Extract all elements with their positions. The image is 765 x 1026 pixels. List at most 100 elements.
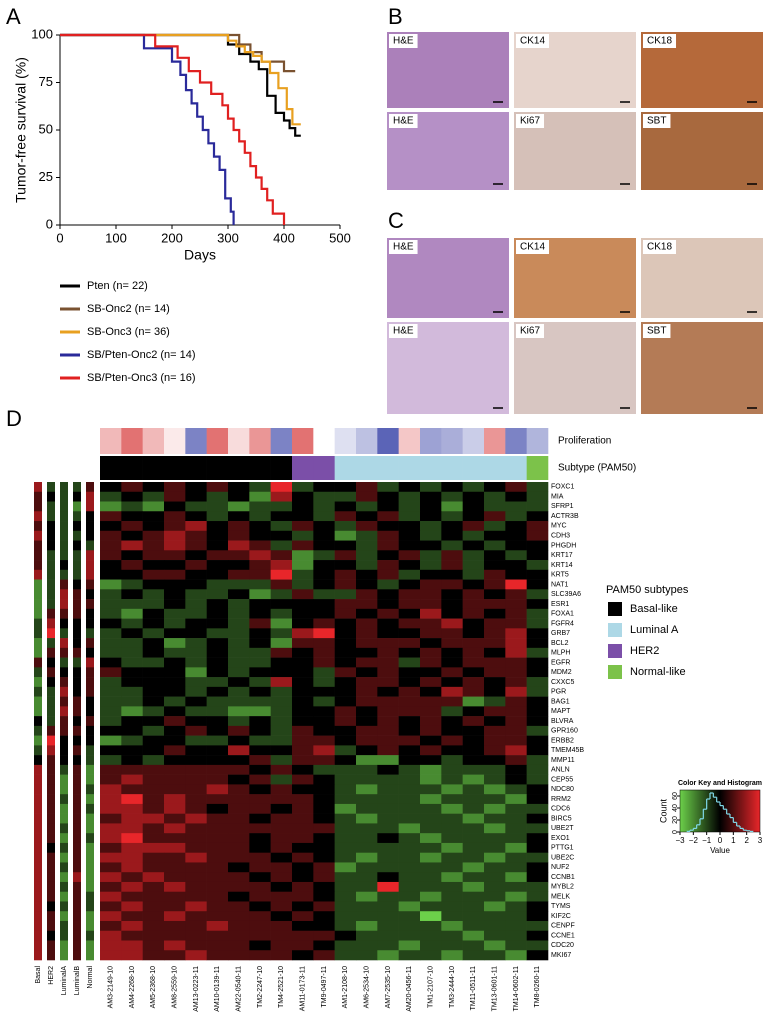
heatmap-cell bbox=[206, 823, 229, 834]
gene-label: CENPF bbox=[551, 923, 575, 930]
centroid-cell bbox=[47, 696, 55, 707]
centroid-label: Basal bbox=[35, 966, 42, 984]
gene-label: GPR160 bbox=[551, 728, 578, 735]
centroid-cell bbox=[86, 725, 94, 736]
centroid-cell bbox=[86, 706, 94, 717]
heatmap-cell bbox=[484, 911, 506, 922]
heatmap-cell bbox=[270, 803, 293, 814]
heatmap-cell bbox=[398, 803, 421, 814]
heatmap-cell bbox=[441, 930, 463, 941]
centroid-cell bbox=[47, 482, 55, 493]
centroid-cell bbox=[34, 774, 42, 785]
heatmap-cell bbox=[334, 803, 357, 814]
subtype-cell bbox=[270, 456, 293, 480]
centroid-cell bbox=[60, 833, 68, 844]
heatmap-cell bbox=[292, 589, 314, 600]
heatmap-cell bbox=[356, 813, 378, 824]
heatmap-cell bbox=[185, 647, 207, 658]
heatmap-cell bbox=[185, 950, 207, 961]
heatmap-cell bbox=[526, 755, 549, 766]
heatmap-cell bbox=[206, 891, 229, 902]
heatmap-cell bbox=[398, 628, 421, 639]
heatmap-cell bbox=[420, 550, 442, 561]
heatmap-cell bbox=[228, 823, 250, 834]
heatmap-cell bbox=[526, 530, 549, 541]
heatmap-cell bbox=[206, 686, 229, 697]
heatmap-cell bbox=[334, 842, 357, 853]
heatmap-cell bbox=[142, 911, 165, 922]
heatmap-cell bbox=[206, 511, 229, 522]
heatmap-cell bbox=[164, 901, 186, 912]
heatmap-cell bbox=[142, 950, 165, 961]
heatmap-cell bbox=[270, 608, 293, 619]
heatmap-cell bbox=[505, 716, 527, 727]
heatmap-cell bbox=[249, 560, 271, 571]
x-tick-label: −2 bbox=[689, 836, 699, 845]
heatmap-cell bbox=[505, 940, 527, 951]
heatmap-cell bbox=[270, 745, 293, 756]
heatmap-cell bbox=[334, 530, 357, 541]
y-tick-label: 60 bbox=[672, 792, 679, 800]
heatmap-cell bbox=[526, 560, 549, 571]
heatmap-cell bbox=[462, 540, 485, 551]
heatmap-cell bbox=[377, 735, 399, 746]
centroid-cell bbox=[73, 774, 81, 785]
heatmap-cell bbox=[142, 638, 165, 649]
heatmap-cell bbox=[377, 911, 399, 922]
heatmap-cell bbox=[270, 501, 293, 512]
heatmap-cell bbox=[142, 608, 165, 619]
heatmap-cell bbox=[398, 784, 421, 795]
heatmap-cell bbox=[249, 872, 271, 883]
gene-label: MYC bbox=[551, 523, 567, 530]
x-tick-label: 2 bbox=[744, 836, 749, 845]
gene-label: GRB7 bbox=[551, 630, 570, 637]
heatmap-cell bbox=[121, 911, 143, 922]
centroid-cell bbox=[86, 940, 94, 951]
legend-label: SB/Pten-Onc2 (n= 14) bbox=[87, 349, 196, 361]
heatmap-cell bbox=[462, 930, 485, 941]
centroid-cell bbox=[73, 482, 81, 493]
heatmap-cell bbox=[526, 852, 549, 863]
heatmap-cell bbox=[121, 940, 143, 951]
heatmap-cell bbox=[420, 501, 442, 512]
heatmap-cell bbox=[505, 706, 527, 717]
heatmap-cell bbox=[420, 852, 442, 863]
heatmap-cell bbox=[484, 725, 506, 736]
heatmap-cell bbox=[270, 530, 293, 541]
heatmap-cell bbox=[206, 491, 229, 502]
heatmap-cell bbox=[313, 911, 335, 922]
heatmap-cell bbox=[270, 696, 293, 707]
centroid-cell bbox=[86, 862, 94, 873]
heatmap-cell bbox=[377, 755, 399, 766]
proliferation-cell bbox=[185, 428, 207, 454]
heatmap-cell bbox=[377, 833, 399, 844]
heatmap-cell bbox=[228, 813, 250, 824]
heatmap-cell bbox=[334, 755, 357, 766]
centroid-label: LuminalA bbox=[61, 966, 68, 996]
heatmap-cell bbox=[249, 677, 271, 688]
x-tick-label: 300 bbox=[217, 230, 239, 245]
heatmap-cell bbox=[377, 794, 399, 805]
heatmap-cell bbox=[334, 667, 357, 678]
proliferation-cell bbox=[526, 428, 549, 454]
heatmap-cell bbox=[441, 657, 463, 668]
heatmap-cell bbox=[356, 872, 378, 883]
heatmap-cell bbox=[505, 696, 527, 707]
heatmap-cell bbox=[292, 569, 314, 580]
survival-line bbox=[60, 33, 286, 225]
heatmap-cell bbox=[121, 813, 143, 824]
heatmap-cell bbox=[292, 716, 314, 727]
centroid-cell bbox=[34, 530, 42, 541]
heatmap-cell bbox=[377, 764, 399, 775]
heatmap-cell bbox=[356, 911, 378, 922]
heatmap-cell bbox=[313, 560, 335, 571]
heatmap-cell bbox=[377, 774, 399, 785]
centroid-cell bbox=[34, 550, 42, 561]
heatmap-cell bbox=[334, 940, 357, 951]
legend-swatch bbox=[608, 665, 622, 679]
heatmap-cell bbox=[270, 833, 293, 844]
heatmap-cell bbox=[100, 667, 122, 678]
centroid-cell bbox=[86, 696, 94, 707]
centroid-cell bbox=[47, 774, 55, 785]
centroid-cell bbox=[47, 560, 55, 571]
